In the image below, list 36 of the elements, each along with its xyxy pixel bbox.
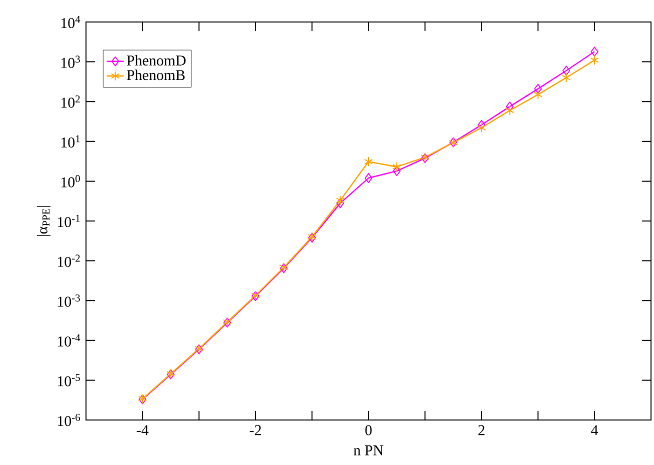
point (505, 105, 514, 116)
point (478, 120, 486, 130)
legend-label: PhenomB (126, 70, 185, 80)
legend-label: PhenomD (126, 55, 186, 66)
x-tick-label: 2 (478, 425, 484, 436)
point (336, 195, 345, 206)
point (562, 66, 570, 76)
x-tick-label: -2 (250, 425, 261, 436)
point (392, 162, 402, 172)
point (364, 156, 373, 167)
y-tick-label: 10$^{-1}$ (58, 214, 80, 228)
y-tick-label: 10$^{0}$ (61, 175, 80, 188)
y-tick-label: 10$^{2}$ (61, 95, 80, 108)
y-tick-label: 10$^{-4}$ (58, 334, 80, 347)
point (364, 173, 372, 184)
x-tick-label: -4 (136, 425, 148, 436)
point (562, 72, 571, 83)
y-tick-label: 10$^{3}$ (61, 56, 80, 68)
y-tick-label: 10$^{1}$ (61, 135, 80, 148)
point (477, 122, 486, 133)
y-axis-title: |α$_{PPE}$| (36, 206, 50, 236)
point (590, 55, 599, 66)
x-tick-label: 4 (591, 425, 598, 436)
y-tick-label: 10$^{4}$ (61, 16, 80, 28)
x-axis-title: n PN (354, 445, 384, 456)
point (534, 84, 542, 94)
y-tick-label: 10$^{-5}$ (58, 374, 80, 386)
x-tick-label: 0 (365, 425, 372, 436)
y-tick-label: 10$^{-2}$ (58, 254, 80, 267)
point (534, 90, 542, 100)
point (590, 46, 598, 57)
point (336, 198, 344, 208)
y-tick-label: 10$^{-6}$ (58, 414, 80, 426)
y-tick-label: 10$^{-3}$ (58, 294, 80, 307)
point (506, 102, 514, 112)
point (392, 166, 401, 176)
